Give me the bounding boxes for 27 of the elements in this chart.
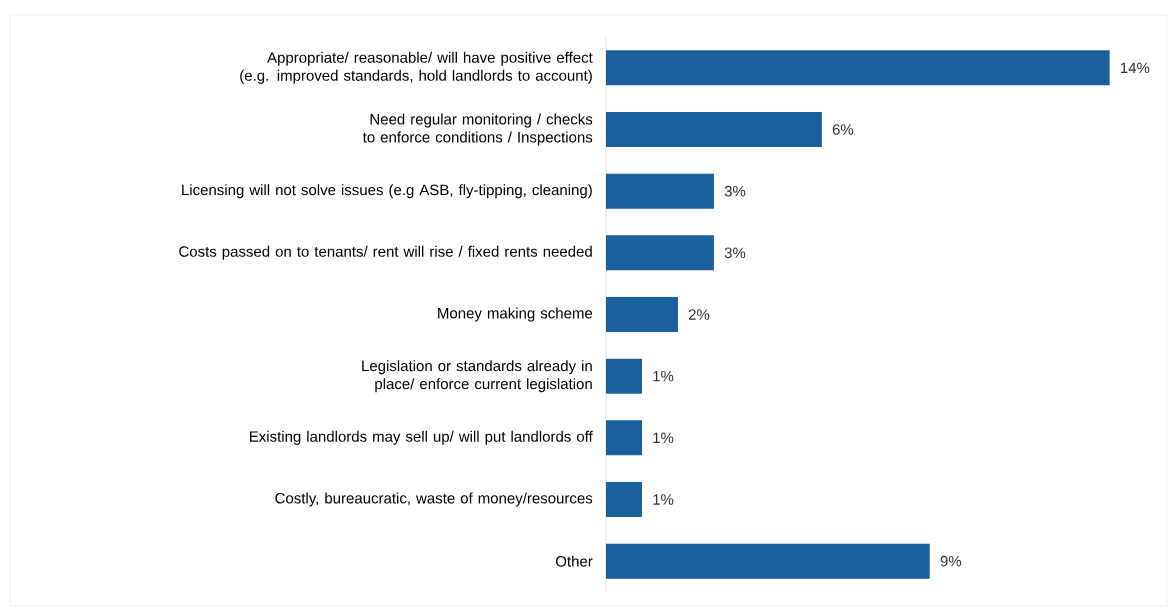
data-label: 1% [653, 432, 674, 444]
y-tick-label: Costs passed on to tenants/ rent will rise / fixed rents needed [179, 245, 592, 260]
bar [606, 50, 1110, 86]
y-tick-label: Costly, bureaucratic, waste of money/resources [275, 492, 593, 507]
bar [606, 112, 822, 147]
bar [606, 297, 678, 333]
data-label: 2% [688, 309, 710, 320]
bar [606, 235, 714, 271]
data-label: 9% [940, 555, 962, 567]
y-tick-label: Appropriate/ reasonable/ will have positive effect (e.g. improved standards, hold landlords to account) [240, 51, 593, 84]
bar [606, 543, 930, 579]
data-label: 1% [653, 370, 674, 382]
y-tick-label: Existing landlords may sell up/ will put landlords off [249, 430, 593, 445]
bar [606, 173, 714, 209]
bar [606, 358, 642, 394]
bar [606, 420, 642, 456]
bar [606, 482, 642, 518]
data-label: 6% [832, 124, 854, 135]
data-label: 14% [1120, 62, 1150, 74]
data-label: 3% [724, 247, 746, 259]
data-label: 1% [653, 494, 674, 505]
y-tick-label: Other [555, 555, 593, 567]
y-tick-label: Need regular monitoring / checks to enforce conditions / Inspections [362, 113, 593, 146]
y-tick-label: Money making scheme [438, 307, 593, 322]
data-label: 3% [724, 185, 746, 197]
y-tick-label: Licensing will not solve issues (e.g ASB, fly-tipping, cleaning) [182, 184, 592, 199]
y-tick-label: Legislation or standards already in place/ enforce current legislation [362, 360, 592, 393]
